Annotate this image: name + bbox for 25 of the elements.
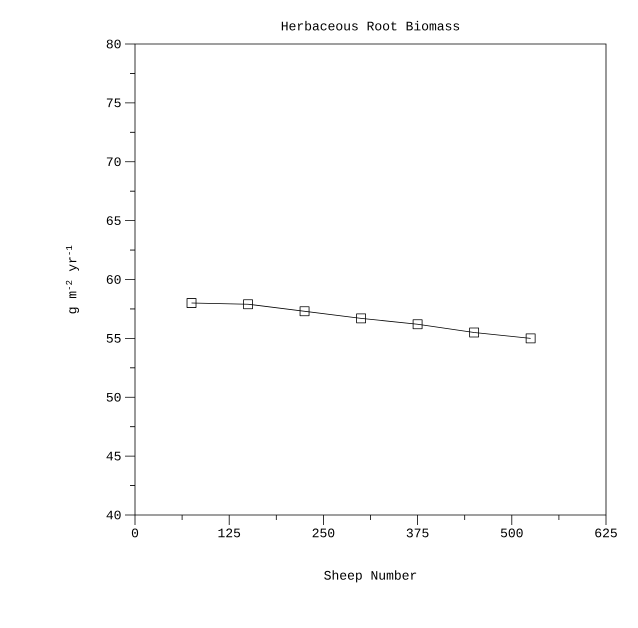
x-tick-label: 625	[595, 528, 617, 538]
y-tick-label: 75	[106, 98, 121, 108]
y-tick-label: 60	[106, 275, 121, 284]
y-tick-label: 70	[106, 157, 121, 166]
point	[356, 313, 366, 324]
x-tick-label: 500	[500, 528, 523, 538]
point	[186, 298, 196, 308]
y-tick-label: 65	[106, 216, 121, 226]
x-tick-label: 375	[406, 528, 428, 538]
x-tick-label: 125	[218, 528, 240, 538]
y-tick-label: 45	[106, 452, 121, 460]
y-tick-label: 55	[106, 334, 121, 343]
y-axis-title: g m$^{-2}$ yr$^{-1}$	[66, 246, 79, 314]
point	[526, 333, 536, 344]
x-tick-label: 250	[312, 528, 334, 538]
chart-title: Herbaceous Root Biomass	[282, 20, 460, 30]
y-tick-label: 40	[106, 510, 121, 520]
point	[243, 299, 253, 310]
point	[412, 319, 422, 330]
point	[469, 328, 480, 338]
y-tick-label: 80	[106, 40, 121, 48]
x-axis-title: Sheep Number	[324, 570, 416, 582]
y-tick-label: 50	[106, 392, 121, 402]
point	[300, 306, 310, 316]
x-tick-label: 0	[132, 528, 138, 538]
